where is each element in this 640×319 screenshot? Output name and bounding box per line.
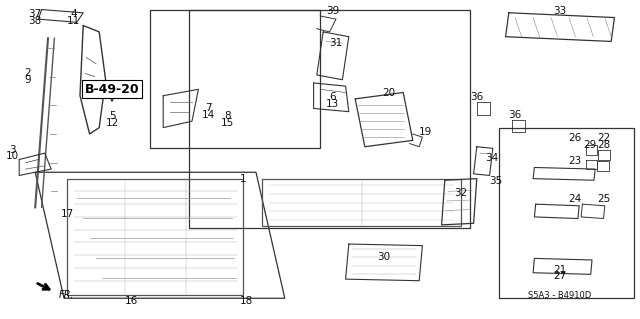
Text: 24: 24: [568, 194, 581, 204]
Text: 6: 6: [330, 92, 336, 102]
Text: 14: 14: [202, 110, 214, 120]
Text: 28: 28: [598, 140, 611, 150]
Text: 34: 34: [485, 153, 498, 163]
Text: 21: 21: [554, 264, 566, 275]
Text: 19: 19: [419, 127, 432, 137]
Text: 9: 9: [24, 75, 31, 85]
Text: 36: 36: [509, 110, 522, 120]
Text: 17: 17: [61, 209, 74, 219]
Text: 16: 16: [125, 296, 138, 307]
Bar: [150, 10, 320, 148]
Text: 33: 33: [554, 6, 566, 16]
Text: 20: 20: [382, 87, 395, 98]
Text: 36: 36: [470, 92, 483, 102]
Text: 37: 37: [29, 9, 42, 19]
Text: 18: 18: [240, 296, 253, 307]
Text: 35: 35: [490, 176, 502, 186]
Text: 15: 15: [221, 118, 234, 128]
Text: 12: 12: [106, 118, 118, 128]
Text: 11: 11: [67, 16, 80, 26]
Text: 29: 29: [584, 140, 596, 150]
Text: 32: 32: [454, 188, 467, 198]
Text: 2: 2: [24, 68, 31, 78]
Text: 22: 22: [598, 133, 611, 143]
Text: 5: 5: [109, 111, 115, 122]
Text: S5A3 - B4910D: S5A3 - B4910D: [529, 291, 591, 300]
Text: 23: 23: [568, 156, 581, 166]
Text: 25: 25: [598, 194, 611, 204]
Text: 1: 1: [240, 174, 246, 184]
Text: 7: 7: [205, 103, 211, 114]
Text: 10: 10: [6, 151, 19, 161]
Text: 27: 27: [554, 271, 566, 281]
Text: FR.: FR.: [59, 290, 74, 300]
Text: 30: 30: [378, 252, 390, 262]
Text: 31: 31: [330, 38, 342, 48]
Text: 38: 38: [29, 16, 42, 26]
Text: 3: 3: [10, 145, 16, 155]
Text: 4: 4: [70, 9, 77, 19]
Text: 39: 39: [326, 6, 339, 16]
Text: 8: 8: [224, 111, 230, 122]
Text: B-49-20: B-49-20: [84, 83, 140, 96]
Text: 26: 26: [568, 133, 581, 143]
Text: 13: 13: [326, 99, 339, 109]
